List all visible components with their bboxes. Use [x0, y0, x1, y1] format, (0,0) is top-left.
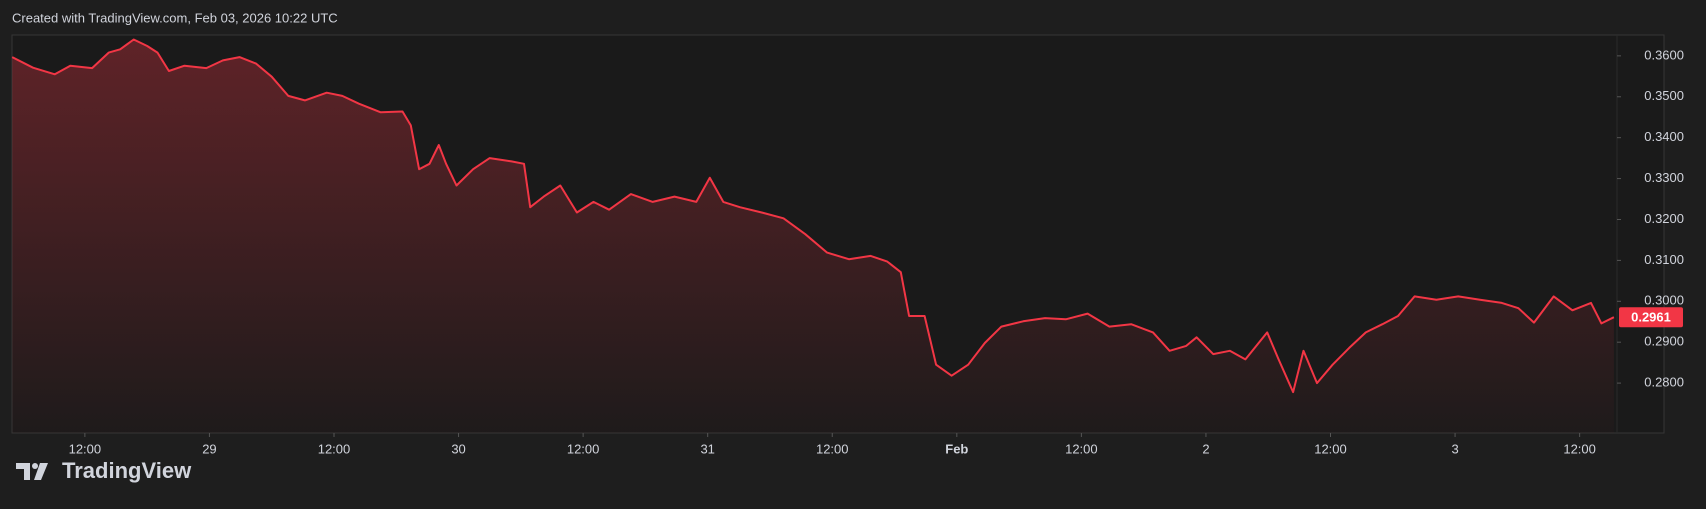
- current-price-box: [1619, 307, 1683, 328]
- y-tick-label: 0.3100: [1644, 252, 1684, 267]
- y-tick-label: 0.3300: [1644, 170, 1684, 185]
- y-tick-label: 0.3200: [1644, 211, 1684, 226]
- y-tick-label: 0.2900: [1644, 334, 1684, 349]
- x-tick-label: 31: [700, 441, 714, 456]
- x-tick-label: 12:00: [816, 441, 849, 456]
- logo-icon: [16, 463, 30, 480]
- x-tick-label: 29: [202, 441, 216, 456]
- current-price-label: 0.2961: [1631, 310, 1671, 325]
- logo-text: TradingView: [62, 458, 192, 483]
- x-tick-label: 3: [1451, 441, 1458, 456]
- y-tick-label: 0.3600: [1644, 47, 1684, 62]
- logo-icon-dot: [32, 463, 38, 469]
- y-tick-label: 0.3000: [1644, 293, 1684, 308]
- price-line: [11, 38, 1615, 394]
- x-tick-label: 2: [1202, 441, 1209, 456]
- y-tick-label: 0.3500: [1644, 88, 1684, 103]
- x-tick-label: 12:00: [1563, 441, 1596, 456]
- x-tick-label: 12:00: [1065, 441, 1098, 456]
- x-tick-label: 12:00: [1314, 441, 1347, 456]
- header-caption: Created with TradingView.com, Feb 03, 20…: [12, 10, 338, 25]
- x-tick-label: 30: [451, 441, 465, 456]
- logo-icon-slash: [34, 463, 48, 480]
- x-tick-label: 12:00: [567, 441, 600, 456]
- x-tick-label: 12:00: [318, 441, 351, 456]
- x-tick-label: 12:00: [69, 441, 102, 456]
- logo: TradingView: [16, 458, 192, 483]
- y-tick-label: 0.3400: [1644, 129, 1684, 144]
- y-tick-label: 0.2800: [1644, 375, 1684, 390]
- x-tick-label: Feb: [945, 441, 968, 456]
